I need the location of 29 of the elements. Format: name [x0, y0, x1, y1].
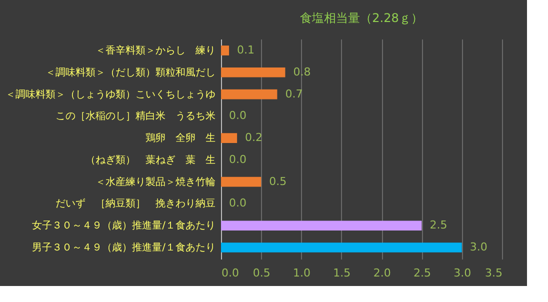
- y-tick-label: ＜調味料類＞（だし類）顆粒和風だし: [46, 66, 216, 78]
- data-label: 0.1: [237, 43, 255, 56]
- x-tick-label: 0.0: [222, 266, 239, 280]
- x-tick-label: 1.5: [333, 266, 351, 280]
- data-label: 0.2: [245, 131, 263, 144]
- data-label: 0.5: [269, 174, 287, 188]
- y-tick-label: ＜水産練り製品＞焼き竹輪: [96, 176, 216, 188]
- chart-title: 食塩相当量（2.28ｇ）: [300, 11, 423, 25]
- data-label: 0.7: [285, 87, 303, 100]
- y-tick-label: 女子３０～４９（歳）推進量/１食あたり: [32, 220, 216, 232]
- x-tick-label: 3.0: [454, 266, 472, 280]
- x-tick-label: 0.5: [252, 266, 270, 280]
- x-tick-label: 2.5: [413, 266, 431, 280]
- y-tick-label: ＜調味料類＞（しょうゆ類）こいくちしょうゆ: [6, 88, 216, 100]
- y-tick-label: 男子３０～４９（歳）推進量/１食あたり: [32, 242, 216, 254]
- data-label: 3.0: [470, 240, 488, 254]
- data-label: 0.0: [229, 196, 246, 210]
- y-tick-label: ＜香辛料類＞からし 練り: [96, 44, 216, 56]
- y-tick-label: だいず ［納豆類］ 挽きわり納豆: [56, 198, 216, 210]
- data-label: 2.5: [430, 218, 448, 232]
- data-label: 0.8: [293, 65, 311, 78]
- x-tick-label: 3.5: [485, 266, 502, 280]
- data-label: 0.0: [229, 109, 246, 122]
- x-tick-label: 2.0: [373, 266, 391, 280]
- y-tick-label: 鶏卵 全卵 生: [146, 132, 216, 144]
- y-tick-label: この［水稲のし］精白米 うるち米: [56, 110, 216, 122]
- x-tick-label: 1.0: [293, 266, 311, 280]
- y-tick-label: （ねぎ類） 葉ねぎ 葉 生: [86, 154, 216, 166]
- data-label: 0.0: [229, 152, 246, 166]
